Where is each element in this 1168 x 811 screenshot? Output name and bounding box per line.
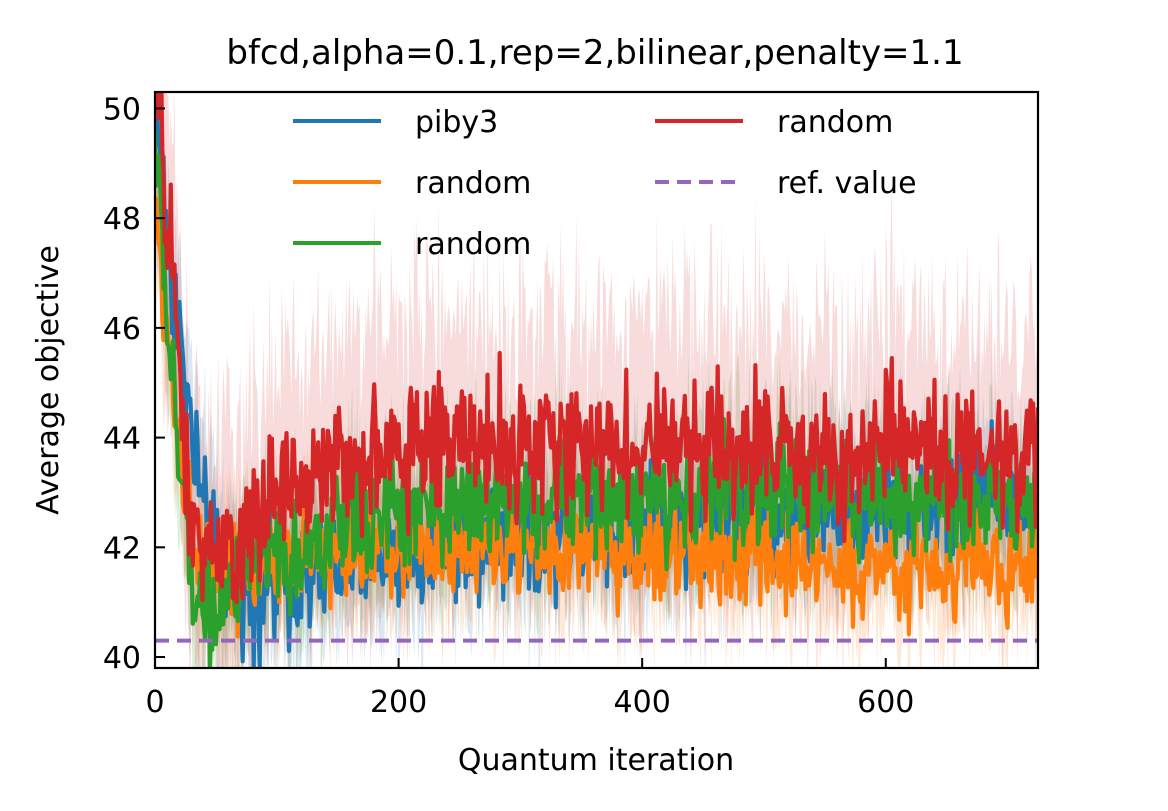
legend-label: random: [415, 166, 531, 201]
legend-label: random: [415, 227, 531, 262]
x-axis-label: Quantum iteration: [458, 743, 734, 778]
y-axis-ticks: 40 42 44 46 48 50: [103, 92, 165, 676]
legend-entry: random: [655, 105, 893, 140]
y-tick-label: 42: [103, 531, 141, 566]
plot-frame: [153, 90, 1040, 670]
y-tick-label: 40: [103, 641, 141, 676]
legend-label: ref. value: [777, 166, 917, 201]
y-tick-label: 44: [103, 422, 141, 457]
x-tick-label: 200: [370, 685, 427, 720]
legend-entry: random: [293, 227, 531, 262]
y-tick-label: 48: [103, 202, 141, 237]
series-lines: [155, 92, 1038, 668]
x-tick-label: 600: [857, 685, 914, 720]
legend-entry: random: [293, 166, 531, 201]
y-tick-label: 46: [103, 312, 141, 347]
legend-label: piby3: [415, 105, 498, 140]
series-line-2: [155, 131, 1038, 668]
y-tick-label: 50: [103, 92, 141, 127]
series-line-3: [155, 92, 1038, 605]
x-axis-ticks: 0 200 400 600: [145, 658, 914, 720]
confidence-bands: [155, 92, 1038, 668]
x-tick-label: 0: [145, 685, 164, 720]
y-axis-label: Average objective: [31, 245, 66, 515]
x-tick-label: 400: [614, 685, 671, 720]
legend-entry: piby3: [293, 105, 498, 140]
legend-entry: ref. value: [655, 166, 917, 201]
legend-label: random: [777, 105, 893, 140]
chart-title: bfcd,alpha=0.1,rep=2,bilinear,penalty=1.…: [226, 33, 963, 73]
legend: piby3 random random random ref. value: [293, 105, 917, 262]
